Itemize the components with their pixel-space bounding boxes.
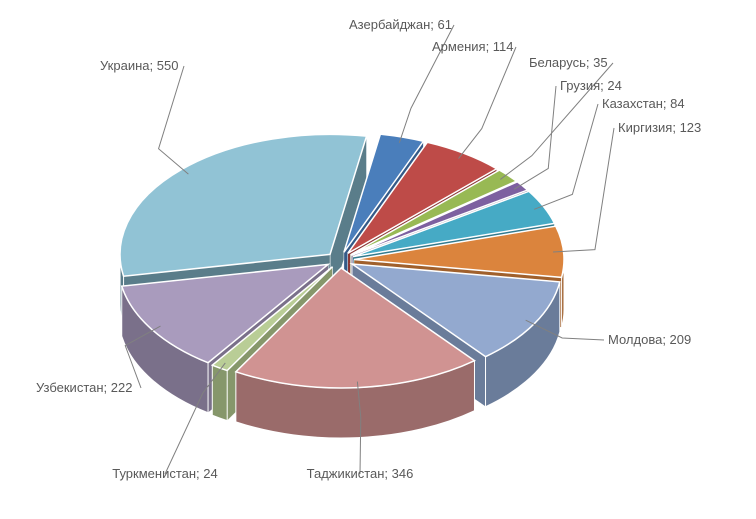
slice-label-name: Грузия [560, 78, 600, 93]
slice-label-name: Киргизия [618, 120, 672, 135]
slice-label: Туркменистан; 24 [112, 466, 218, 481]
slice-label-value: 61 [438, 17, 452, 32]
slice-label-value: 123 [680, 120, 702, 135]
slice-label-value: 24 [607, 78, 621, 93]
slice-label: Украина; 550 [100, 58, 178, 73]
slice-label-value: 222 [111, 380, 133, 395]
slice-label: Узбекистан; 222 [36, 380, 132, 395]
slice-label-value: 114 [493, 39, 514, 54]
pie-chart-3d: Азербайджан; 61 Армения; 114 Беларусь; 35 Г… [0, 0, 756, 519]
slice-label-name: Азербайджан [349, 17, 430, 32]
slice-label: Беларусь; 35 [529, 55, 608, 70]
slice-label-name: Беларусь [529, 55, 586, 70]
slice-label: Казахстан; 84 [602, 96, 685, 111]
pie-svg [0, 0, 756, 519]
slice-label: Молдова; 209 [608, 332, 691, 347]
slice-label-value: 24 [203, 466, 217, 481]
slice-label: Азербайджан; 61 [349, 17, 452, 32]
slice-label-name: Украина [100, 58, 150, 73]
slice-label-name: Казахстан [602, 96, 663, 111]
slice-label-name: Туркменистан [112, 466, 196, 481]
slice-label-value: 346 [392, 466, 414, 481]
slice-label-name: Узбекистан [36, 380, 104, 395]
slice-label: Грузия; 24 [560, 78, 622, 93]
slice-label-name: Молдова [608, 332, 662, 347]
slice-label: Киргизия; 123 [618, 120, 701, 135]
slice-label-name: Таджикистан [307, 466, 385, 481]
slice-label: Таджикистан; 346 [307, 466, 414, 481]
slice-label-value: 84 [670, 96, 684, 111]
slice-label-value: 209 [670, 332, 692, 347]
slice-label-value: 35 [593, 55, 607, 70]
pie-slice [120, 134, 366, 276]
slice-label-value: 550 [157, 58, 179, 73]
slice-label: Армения; 114 [432, 39, 514, 54]
slice-label-name: Армения [432, 39, 486, 54]
